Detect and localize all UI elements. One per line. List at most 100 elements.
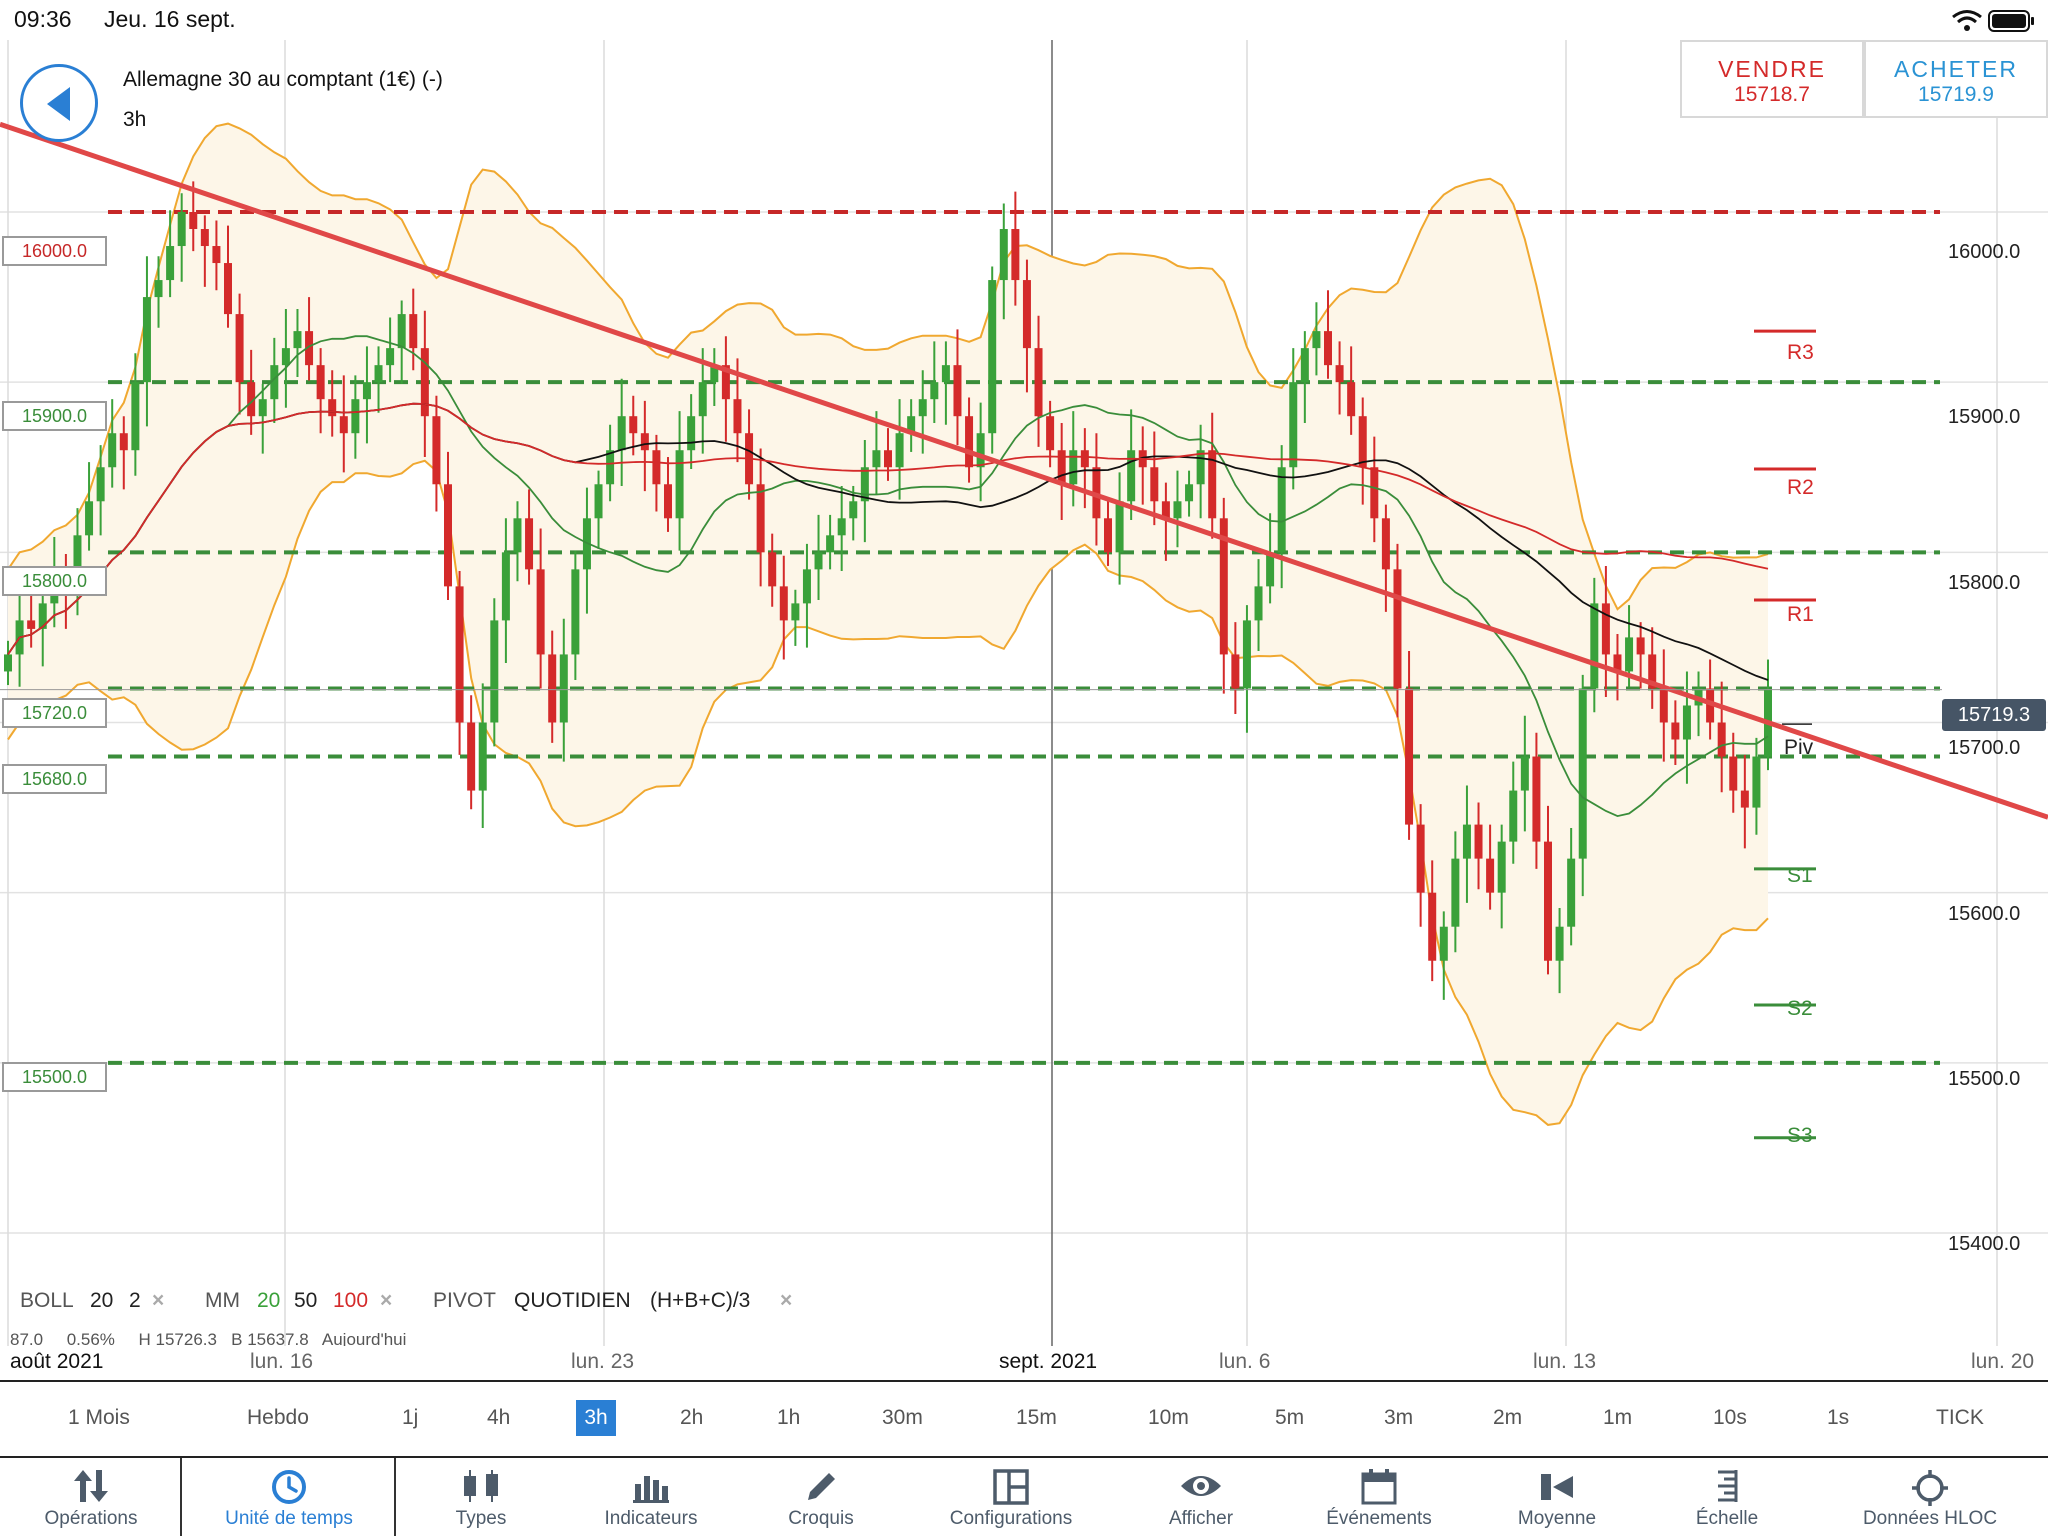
candle-body [235,314,244,383]
level-label[interactable]: 16000.0 [2,236,107,266]
tab-separator [180,1458,182,1536]
candle-body [1416,824,1425,893]
candle-body [96,467,105,502]
candle-body [548,654,557,723]
tab-donnees-hloc[interactable]: Données HLOC [1812,1458,2048,1536]
candle-body [1717,722,1726,757]
tab-croquis[interactable]: Croquis [736,1458,906,1536]
candle-body [1497,841,1506,893]
pivot-piv-label: Piv [1784,736,1814,759]
chart-canvas[interactable] [0,40,2048,1380]
candle-body [1254,586,1263,621]
candle-body [1011,229,1020,281]
candles-icon [464,1470,498,1502]
timeframe-30m[interactable]: 30m [882,1406,923,1429]
candle-body [501,552,510,621]
candle-body [38,603,47,629]
mm-name[interactable]: MM [205,1289,240,1312]
timeframe-15m[interactable]: 15m [1016,1406,1057,1429]
instrument-timeframe: 3h [123,108,147,131]
candle-body [1266,552,1275,587]
timeframe-1h[interactable]: 1h [777,1406,801,1429]
candle-body [432,416,441,485]
tab-afficher[interactable]: Afficher [1116,1458,1286,1536]
tab-label: Croquis [788,1508,854,1529]
timeframe-bar: 1 Mois Hebdo 1j 4h 3h 2h 1h 30m 15m 10m … [0,1380,2048,1458]
candle-body [154,280,163,298]
tab-evenements[interactable]: Événements [1286,1458,1472,1536]
candle-body [1289,382,1298,468]
candle-body [108,433,117,468]
remove-boll-icon[interactable]: × [152,1289,165,1312]
price-axis-tick: 15900.0 [1948,406,2021,428]
tab-moyenne[interactable]: Moyenne [1472,1458,1642,1536]
candle-body [1544,841,1552,961]
candle-body [455,586,464,723]
buy-button[interactable]: ACHETER 15719.9 [1864,40,2048,118]
candle-body [351,399,360,434]
tab-label: Moyenne [1517,1508,1597,1529]
candle-body [1185,484,1194,502]
tab-unite-de-temps[interactable]: Unité de temps [184,1458,394,1536]
candle-body [664,484,672,519]
timeframe-1-mois[interactable]: 1 Mois [68,1406,130,1429]
level-label[interactable]: 15680.0 [2,764,107,794]
candle-body [374,365,383,383]
remove-mm-icon[interactable]: × [380,1289,393,1312]
bollinger-lower-line [7,459,1769,1126]
candle-body [629,416,638,434]
candle-body [1439,926,1448,961]
level-label[interactable]: 15900.0 [2,401,107,431]
timeframe-1m[interactable]: 1m [1603,1406,1633,1429]
timeframe-2h[interactable]: 2h [680,1406,704,1429]
timeframe-tick[interactable]: TICK [1936,1406,1984,1429]
level-label[interactable]: 15800.0 [2,566,107,596]
timeframe-10m[interactable]: 10m [1148,1406,1189,1429]
candle-body [1428,892,1437,961]
tab-configurations[interactable]: Configurations [906,1458,1116,1536]
tab-types[interactable]: Types [396,1458,566,1536]
timeframe-10s[interactable]: 10s [1713,1406,1747,1429]
candle-body [617,416,626,451]
candle-body [1590,603,1599,689]
tab-echelle[interactable]: Échelle [1642,1458,1812,1536]
timeframe-4h[interactable]: 4h [487,1406,511,1429]
candle-body [837,518,846,536]
eye-icon [1181,1476,1221,1496]
candle-body [1104,518,1112,553]
tab-indicateurs[interactable]: Indicateurs [566,1458,736,1536]
candle-body [513,518,522,553]
candle-body [1474,824,1483,859]
candle-body [1740,790,1749,808]
timeframe-1j[interactable]: 1j [402,1406,419,1429]
candle-body [1161,501,1170,519]
tab-operations[interactable]: Opérations [0,1458,182,1536]
candle-body [1069,450,1078,485]
timeframe-5m[interactable]: 5m [1275,1406,1305,1429]
level-label[interactable]: 15500.0 [2,1062,107,1092]
candle-body [675,450,684,519]
candle-body [1324,331,1332,366]
level-label[interactable]: 15720.0 [2,698,107,728]
timeframe-3h[interactable]: 3h [576,1400,616,1436]
price-chart[interactable] [0,40,2048,1380]
candle-body [397,314,406,349]
boll-name[interactable]: BOLL [20,1289,74,1312]
candle-body [1555,926,1564,961]
back-button[interactable] [20,64,98,142]
sell-button[interactable]: VENDRE 15718.7 [1680,40,1864,118]
timeframe-3m[interactable]: 3m [1384,1406,1414,1429]
candle-body [849,501,858,519]
timeframe-hebdo[interactable]: Hebdo [247,1406,309,1429]
candle-body [270,365,279,400]
candle-body [594,484,603,519]
timeframe-1s[interactable]: 1s [1827,1406,1850,1429]
remove-pivot-icon[interactable]: × [780,1289,793,1312]
tab-label: Configurations [949,1508,1073,1529]
candle-body [652,450,661,485]
mm-p2: 50 [294,1289,318,1312]
timeframe-2m[interactable]: 2m [1493,1406,1523,1429]
pivot-name[interactable]: PIVOT [433,1289,497,1312]
candle-body [73,535,82,587]
candle-body [200,229,209,247]
